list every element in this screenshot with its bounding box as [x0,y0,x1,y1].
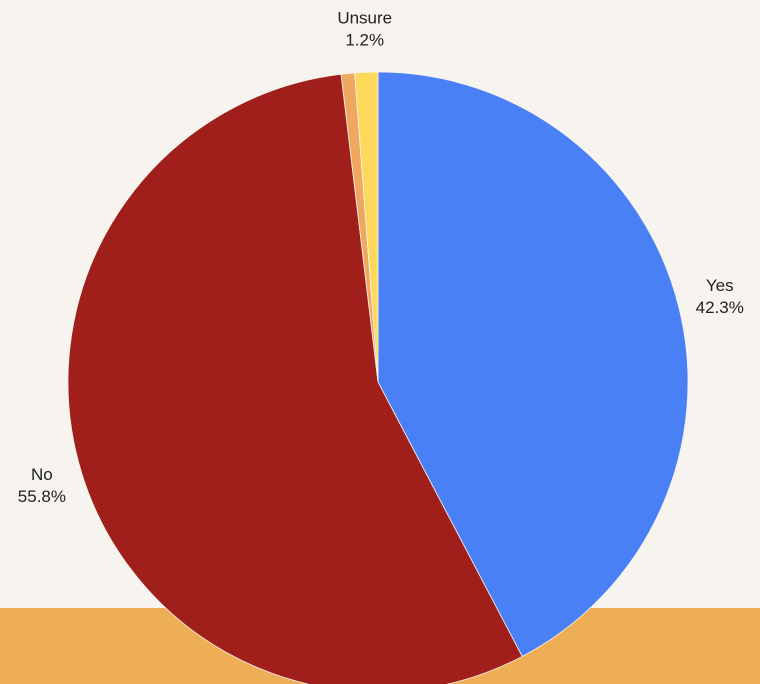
pie-slice [354,71,379,383]
slice-value-label: 55.8% [18,487,66,506]
slice-value-label: 42.3% [696,298,744,317]
pie-slice [377,71,689,657]
pie-slice [67,73,523,684]
slice-value-label: 1.2% [345,31,384,50]
slice-label: No [31,465,53,484]
slice-label: Unsure [337,9,392,28]
slice-label: Yes [706,276,734,295]
